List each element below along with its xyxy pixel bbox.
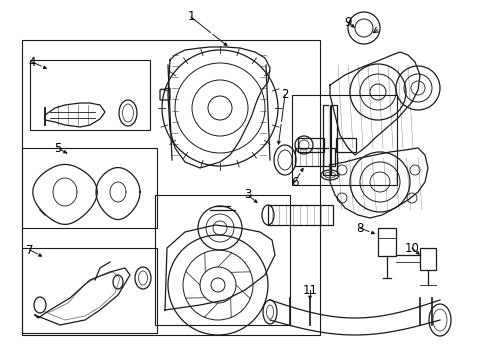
Bar	[295, 148, 335, 166]
Bar	[323, 105, 337, 175]
Text: 4: 4	[28, 55, 36, 68]
Text: 11: 11	[302, 284, 318, 297]
Text: 7: 7	[26, 243, 34, 256]
Text: 5: 5	[54, 141, 62, 154]
Bar	[22, 248, 157, 333]
Text: 9: 9	[344, 15, 352, 28]
Text: 1: 1	[187, 10, 195, 23]
Text: 8: 8	[356, 221, 364, 234]
Bar	[22, 40, 320, 335]
Text: 6: 6	[291, 175, 299, 189]
Bar	[378, 228, 396, 256]
Text: 2: 2	[281, 89, 289, 102]
Text: 10: 10	[405, 242, 419, 255]
Bar	[336, 138, 356, 152]
Bar	[420, 248, 436, 270]
Bar	[292, 95, 397, 185]
Bar	[22, 148, 157, 228]
Bar	[155, 195, 290, 325]
Bar	[268, 205, 333, 225]
Bar	[30, 60, 150, 130]
Text: 3: 3	[245, 189, 252, 202]
Bar	[298, 138, 324, 152]
